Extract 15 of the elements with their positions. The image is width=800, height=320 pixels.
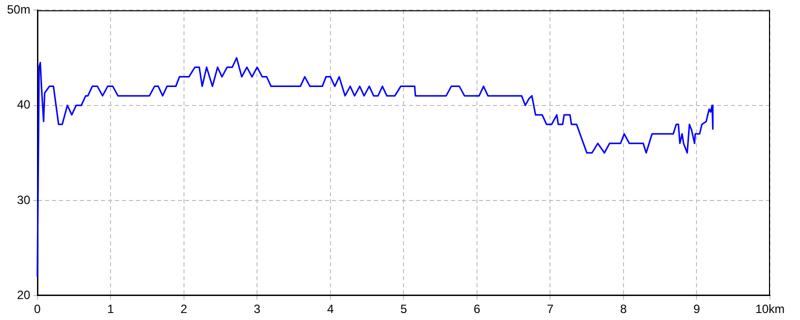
x-tick-label: 0 <box>34 302 41 316</box>
x-tick-label: 3 <box>254 302 261 316</box>
x-tick-label: 1 <box>107 302 114 316</box>
x-tick-label: 7 <box>546 302 554 316</box>
x-tick-label: 4 <box>327 302 334 316</box>
x-tick-label: 5 <box>400 302 408 316</box>
x-tick-label: 2 <box>180 302 188 316</box>
y-tick-label: 30 <box>16 192 31 207</box>
x-tick-label: 8 <box>620 302 628 316</box>
y-tick-label: 50m <box>7 2 30 17</box>
x-tick-label: 10km <box>755 302 785 316</box>
x-tick-label: 6 <box>474 302 481 316</box>
x-tick-label: 9 <box>693 302 700 316</box>
y-tick-label: 40 <box>16 98 31 112</box>
y-tick-label: 20 <box>16 288 31 302</box>
